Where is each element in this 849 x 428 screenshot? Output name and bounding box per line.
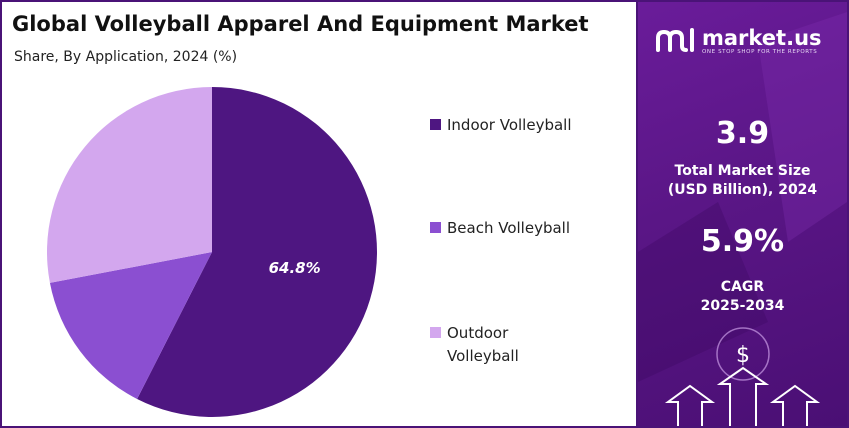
legend-swatch-beach: [430, 222, 441, 233]
chart-subtitle: Share, By Application, 2024 (%): [14, 49, 238, 65]
pie-data-label-indoor: 64.8%: [269, 259, 321, 277]
chart-panel: Global Volleyball Apparel And Equipment …: [2, 2, 638, 426]
market-size-label: Total Market Size (USD Billion), 2024: [638, 162, 847, 200]
legend-item-beach: Beach Volleyball: [430, 217, 570, 240]
market-size-label-line1: Total Market Size: [674, 163, 811, 179]
background-decoration: $: [638, 12, 847, 426]
legend-swatch-outdoor: [430, 327, 441, 338]
cagr-label-line1: CAGR: [720, 279, 765, 295]
brand-tagline: ONE STOP SHOP FOR THE REPORTS: [702, 49, 818, 55]
cagr-label-line2: 2025-2034: [700, 298, 785, 314]
chart-title: Global Volleyball Apparel And Equipment …: [12, 12, 589, 36]
dollar-ring-icon: [716, 327, 770, 381]
legend-swatch-indoor: [430, 119, 441, 130]
brand: market.us ONE STOP SHOP FOR THE REPORTS: [654, 26, 822, 56]
market-size-label-line2: (USD Billion), 2024: [667, 182, 818, 198]
legend-label-outdoor: Outdoor Volleyball: [447, 324, 519, 365]
brand-name: market.us: [702, 26, 822, 50]
pie-data-labels: 64.8%: [269, 259, 321, 277]
pie-chart: 64.8%: [46, 87, 377, 417]
pie-slice-outdoor: [46, 87, 212, 283]
arrow-up-icon: [664, 366, 821, 426]
pie-slice-indoor: [137, 87, 377, 417]
legend-item-outdoor: Outdoor Volleyball: [430, 322, 557, 368]
pie-slice-beach: [49, 252, 212, 400]
stats-panel: $ market.us ONE STOP SHOP FOR THE REPORT…: [638, 2, 847, 426]
brand-logo-icon: [656, 28, 694, 52]
cagr-value: 5.9%: [700, 224, 785, 259]
dollar-icon: $: [736, 343, 750, 368]
pie-slices: [46, 87, 377, 417]
market-size-value: 3.9: [715, 116, 770, 151]
legend-item-indoor: Indoor Volleyball: [430, 114, 572, 137]
cagr-label: CAGR 2025-2034: [638, 278, 847, 316]
legend-label-beach: Beach Volleyball: [447, 219, 570, 237]
legend-label-indoor: Indoor Volleyball: [447, 116, 572, 134]
